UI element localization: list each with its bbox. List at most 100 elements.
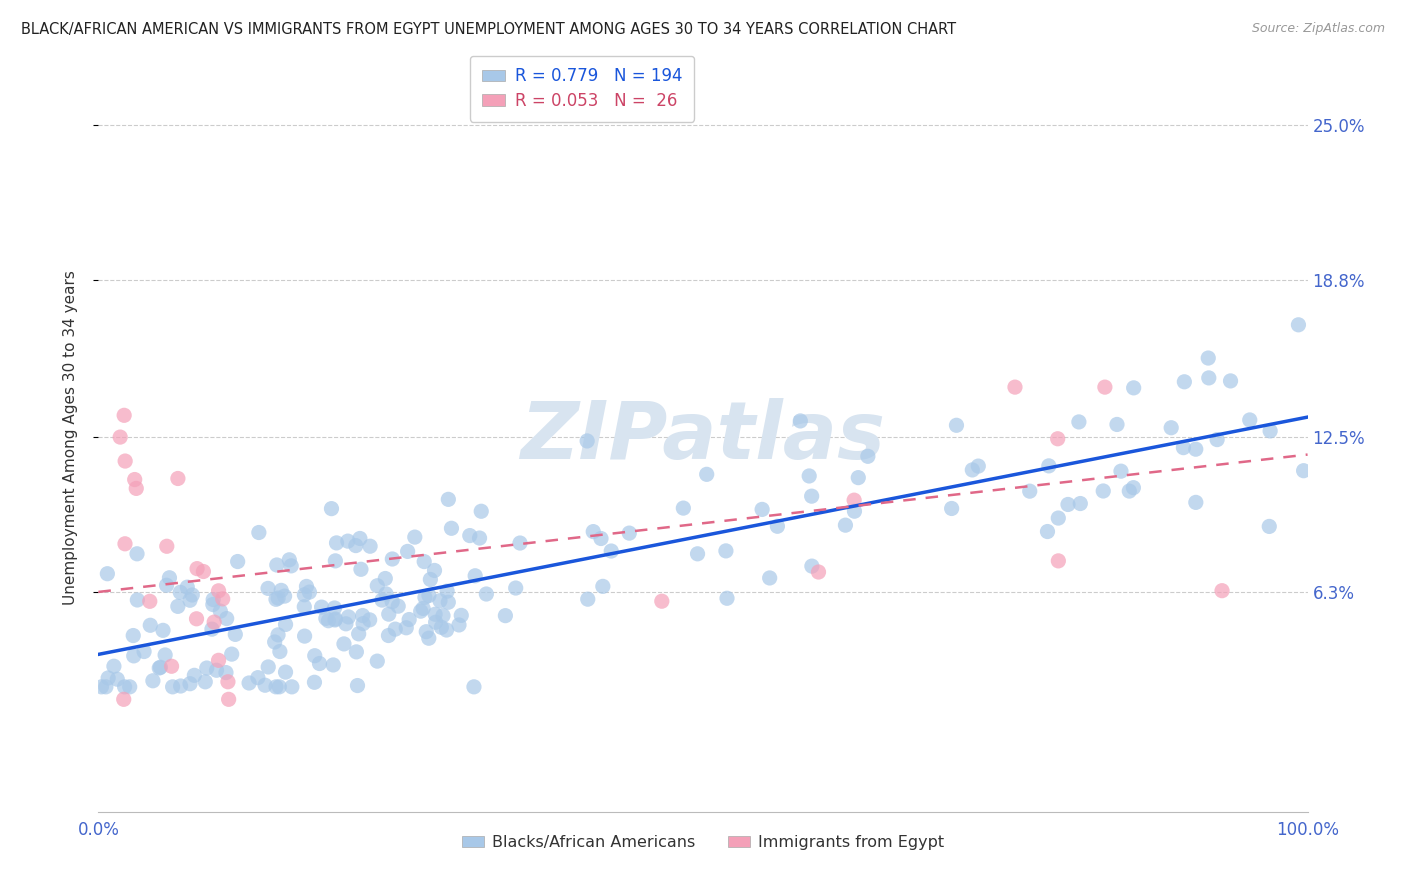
Point: [349, 532, 371, 546]
Point: [419, 573, 441, 587]
Point: [758, 571, 780, 585]
Point: [218, 692, 240, 706]
Point: [221, 647, 243, 661]
Point: [377, 607, 399, 622]
Point: [576, 434, 599, 448]
Point: [464, 568, 486, 582]
Point: [162, 680, 184, 694]
Point: [1219, 374, 1241, 388]
Point: [686, 547, 709, 561]
Point: [211, 591, 233, 606]
Point: [274, 665, 297, 679]
Point: [1122, 481, 1144, 495]
Point: [166, 599, 188, 614]
Point: [318, 614, 340, 628]
Point: [325, 612, 347, 626]
Point: [509, 536, 531, 550]
Point: [463, 680, 485, 694]
Point: [124, 473, 146, 487]
Point: [1173, 441, 1195, 455]
Point: [202, 592, 225, 607]
Point: [696, 467, 718, 482]
Point: [155, 578, 177, 592]
Point: [278, 553, 301, 567]
Point: [430, 620, 453, 634]
Point: [1069, 496, 1091, 510]
Point: [576, 592, 599, 607]
Point: [856, 450, 879, 464]
Point: [1105, 417, 1128, 432]
Point: [589, 532, 612, 546]
Point: [1004, 380, 1026, 394]
Point: [194, 674, 217, 689]
Point: [127, 593, 149, 607]
Point: [1094, 380, 1116, 394]
Point: [281, 680, 304, 694]
Point: [413, 555, 436, 569]
Point: [215, 665, 238, 680]
Point: [396, 544, 419, 558]
Point: [125, 547, 148, 561]
Point: [458, 528, 481, 542]
Point: [377, 628, 399, 642]
Point: [413, 591, 436, 605]
Point: [436, 623, 458, 637]
Point: [264, 680, 287, 694]
Point: [308, 657, 330, 671]
Point: [321, 501, 343, 516]
Point: [350, 562, 373, 576]
Point: [205, 663, 228, 677]
Point: [432, 608, 454, 623]
Point: [381, 552, 404, 566]
Point: [181, 588, 204, 602]
Point: [384, 622, 406, 636]
Point: [257, 660, 280, 674]
Point: [257, 582, 280, 596]
Point: [834, 518, 856, 533]
Point: [418, 589, 440, 603]
Point: [333, 637, 356, 651]
Point: [844, 504, 866, 518]
Point: [505, 581, 527, 595]
Point: [179, 593, 201, 607]
Point: [254, 678, 277, 692]
Point: [651, 594, 673, 608]
Point: [90, 680, 112, 694]
Point: [800, 559, 823, 574]
Point: [409, 604, 432, 618]
Point: [371, 593, 394, 607]
Point: [672, 501, 695, 516]
Point: [270, 583, 292, 598]
Point: [1185, 495, 1208, 509]
Point: [112, 409, 135, 423]
Text: BLACK/AFRICAN AMERICAN VS IMMIGRANTS FROM EGYPT UNEMPLOYMENT AMONG AGES 30 TO 34: BLACK/AFRICAN AMERICAN VS IMMIGRANTS FRO…: [21, 22, 956, 37]
Point: [269, 680, 291, 694]
Point: [1160, 421, 1182, 435]
Point: [1184, 442, 1206, 457]
Point: [423, 607, 446, 622]
Point: [292, 599, 315, 614]
Point: [209, 604, 232, 618]
Point: [398, 613, 420, 627]
Point: [264, 592, 287, 607]
Point: [1018, 484, 1040, 499]
Point: [344, 645, 367, 659]
Point: [789, 414, 811, 428]
Point: [374, 572, 396, 586]
Point: [114, 680, 136, 694]
Point: [267, 628, 290, 642]
Point: [470, 504, 492, 518]
Point: [766, 519, 789, 533]
Point: [311, 600, 333, 615]
Point: [267, 591, 290, 605]
Point: [280, 558, 302, 573]
Point: [112, 692, 135, 706]
Point: [1258, 519, 1281, 533]
Point: [352, 616, 374, 631]
Point: [153, 648, 176, 662]
Point: [412, 601, 434, 615]
Point: [323, 601, 346, 615]
Point: [207, 583, 229, 598]
Point: [962, 463, 984, 477]
Point: [395, 621, 418, 635]
